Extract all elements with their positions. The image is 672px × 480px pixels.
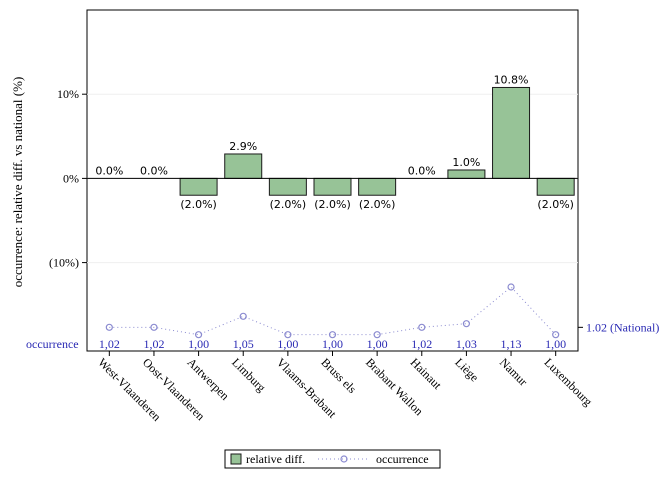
bar-data-label: 0.0% <box>95 164 123 177</box>
bar-data-label: (2.0%) <box>180 198 217 211</box>
category-label: Antwerpen <box>184 355 232 403</box>
occurrence-marker <box>328 331 337 339</box>
category-label: Bruss els <box>318 355 359 396</box>
occurrence-value-label: 1,00 <box>188 337 209 351</box>
occurrence-value-label: 1,02 <box>99 337 120 351</box>
category-labels: West-VlaanderenOost-VlaanderenAntwerpenL… <box>95 355 595 424</box>
bar-data-label: (2.0%) <box>314 198 351 211</box>
occurrence-marker <box>462 320 471 328</box>
occurrence-row-label: occurrence <box>26 337 79 351</box>
occurrence-value-label: 1,00 <box>322 337 343 351</box>
occurrence-marker <box>418 323 426 331</box>
occurrence-value-label: 1,00 <box>545 337 566 351</box>
occurrence-value-label: 1,00 <box>277 337 298 351</box>
bars <box>179 86 575 196</box>
category-label: Luxembourg <box>542 355 596 409</box>
y-axis-title: occurrence: relative diff. vs national (… <box>10 77 25 288</box>
occurrence-marker <box>105 323 113 331</box>
category-label: Limburg <box>229 355 268 394</box>
occurrence-value-label: 1,02 <box>411 337 432 351</box>
occurrence-series <box>105 283 560 339</box>
occurrence-labels: 1,02 1,02 1,00 1,05 1,00 1,00 1,00 1,02 1,03 1,13… <box>99 337 566 351</box>
bar-data-label: 0.0% <box>140 164 168 177</box>
occurrence-line <box>109 286 557 336</box>
occurrence-marker <box>194 331 203 339</box>
category-label: Liège <box>452 355 481 384</box>
bar <box>492 86 531 179</box>
bar <box>268 177 307 196</box>
bar-data-label: (2.0%) <box>537 198 574 211</box>
legend-box <box>224 449 441 469</box>
legend-marker-occurrence <box>340 455 348 463</box>
category-label: Namur <box>497 355 530 388</box>
y-tick-label: 0% <box>63 171 79 185</box>
bar-data-label: 10.8% <box>494 73 529 86</box>
bar-data-label: 2.9% <box>229 140 257 153</box>
y-tick-label: (10%) <box>49 256 79 270</box>
bar <box>536 177 575 196</box>
x-ticks <box>108 351 557 356</box>
occurrence-value-label: 1,13 <box>501 337 522 351</box>
occurrence-marker <box>150 323 158 331</box>
bar-data-label: (2.0%) <box>359 198 396 211</box>
bar-data-label: (2.0%) <box>270 198 307 211</box>
bar-labels: 0.0% 0.0% (2.0%) 2.9% (2.0%) (2.0%) (2.0%) 0.0%… <box>95 73 574 211</box>
category-label: Hainaut <box>408 355 445 392</box>
occurrence-marker <box>507 283 515 291</box>
occurrence-marker <box>552 331 560 339</box>
occurrence-marker <box>239 312 247 320</box>
occurrence-value-label: 1,00 <box>367 337 388 351</box>
legend: relative diff. occurrence <box>224 449 441 469</box>
bar <box>358 177 397 196</box>
legend-swatch-relative-diff <box>230 453 242 465</box>
bar <box>224 153 263 179</box>
national-label: 1.02 (National) <box>586 320 659 334</box>
occurrence-marker <box>373 331 381 339</box>
legend-label-relative-diff: relative diff. <box>246 452 305 466</box>
bar-data-label: 1.0% <box>452 156 480 169</box>
y-ticks: 10% 0% (10%) <box>49 87 87 270</box>
bar-data-label: 0.0% <box>408 164 436 177</box>
bar <box>313 177 352 196</box>
occurrence-value-label: 1,03 <box>456 337 477 351</box>
y-tick-label: 10% <box>57 87 79 101</box>
bar <box>447 169 486 179</box>
occurrence-marker <box>284 331 292 339</box>
occurrence-value-label: 1,05 <box>233 337 254 351</box>
bar <box>179 177 218 196</box>
occurrence-value-label: 1,02 <box>143 337 164 351</box>
legend-label-occurrence: occurrence <box>376 452 429 466</box>
